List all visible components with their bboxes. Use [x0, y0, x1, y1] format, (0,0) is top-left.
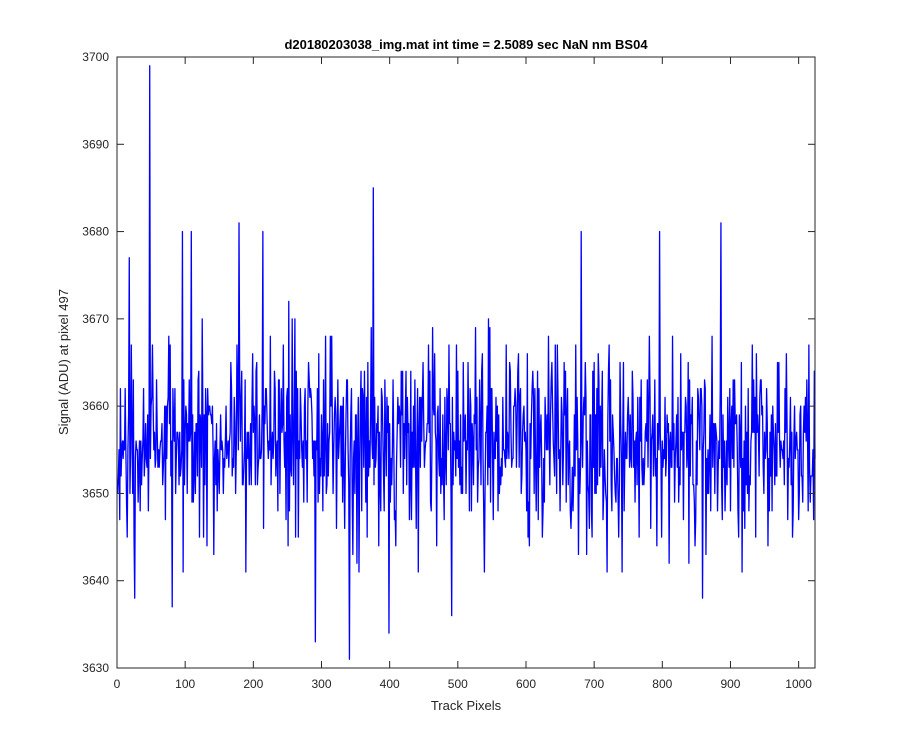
y-tick-label: 3670: [82, 312, 109, 326]
x-tick-label: 0: [114, 677, 121, 691]
x-tick-label: 800: [652, 677, 672, 691]
signal-line: [117, 65, 816, 660]
x-axis-label: Track Pixels: [431, 698, 502, 713]
x-tick-label: 1000: [785, 677, 812, 691]
y-tick-label: 3660: [82, 399, 109, 413]
x-tick-label: 900: [720, 677, 740, 691]
x-tick-label: 700: [584, 677, 604, 691]
chart-title: d20180203038_img.mat int time = 2.5089 s…: [284, 37, 648, 52]
x-tick-label: 100: [175, 677, 195, 691]
x-tick-label: 500: [448, 677, 468, 691]
y-axis-label: Signal (ADU) at pixel 497: [56, 289, 71, 435]
y-tick-label: 3700: [82, 50, 109, 64]
x-tick-label: 300: [311, 677, 331, 691]
plot-area: [117, 57, 815, 668]
y-tick-label: 3650: [82, 486, 109, 500]
y-tick-label: 3640: [82, 574, 109, 588]
axes-box: [116, 56, 816, 669]
x-tick-label: 400: [380, 677, 400, 691]
x-tick-label: 200: [243, 677, 263, 691]
series-layer: [117, 65, 816, 660]
y-tick-label: 3680: [82, 225, 109, 239]
ticks-layer: 0 100 200 300 400 500 600 700 800 900 1000 3630 3640…: [82, 50, 815, 691]
x-tick-label: 600: [516, 677, 536, 691]
y-tick-label: 3630: [82, 661, 109, 675]
y-tick-label: 3690: [82, 137, 109, 151]
